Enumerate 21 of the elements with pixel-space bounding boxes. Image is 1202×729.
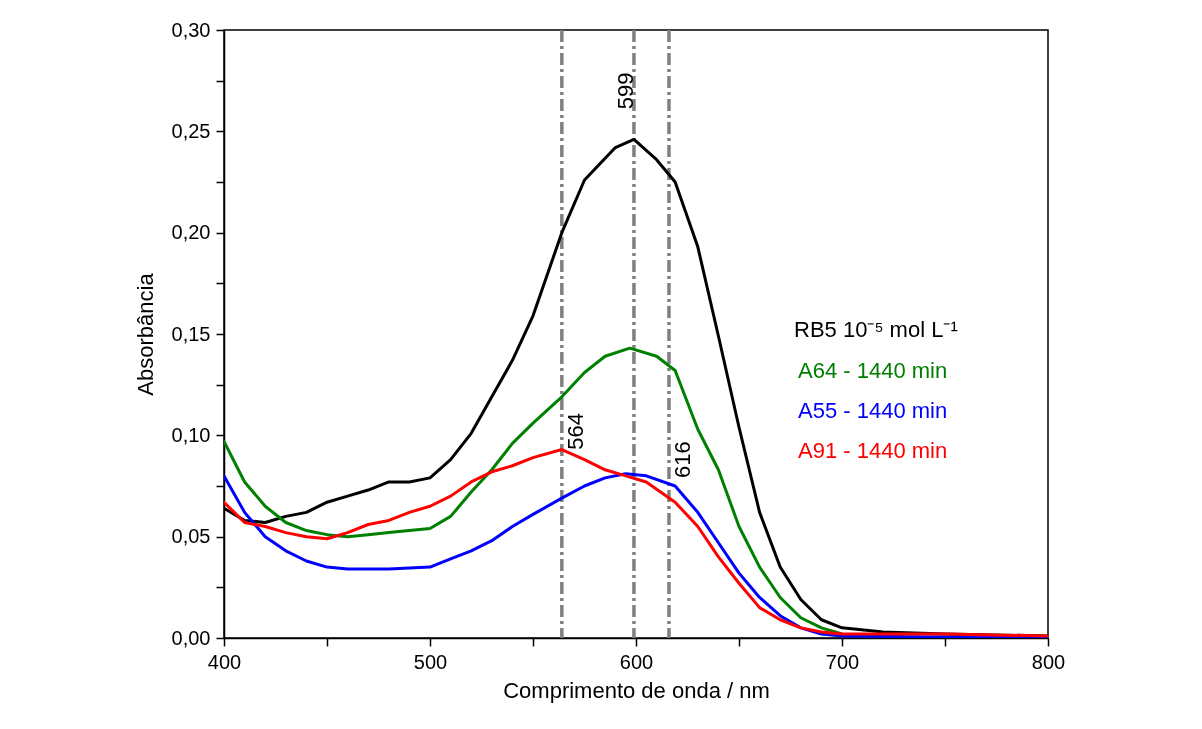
annotation: 616 bbox=[669, 441, 695, 479]
y-tick-label: 0,15 bbox=[171, 322, 211, 345]
x-tick-label: 700 bbox=[825, 650, 860, 673]
annotation: 564 bbox=[562, 412, 588, 450]
y-tick-label: 0,25 bbox=[171, 119, 211, 142]
legend-title: RB5 10⁻⁵ mol L⁻¹ bbox=[794, 317, 958, 342]
text: A55 - 1440 min bbox=[798, 398, 948, 423]
y-tick-label: 0,20 bbox=[171, 221, 211, 244]
x-tick-label: 800 bbox=[1031, 650, 1066, 673]
text: A91 - 1440 min bbox=[798, 438, 948, 463]
y-tick-label: 0,10 bbox=[171, 423, 211, 446]
y-tick-label: 0,05 bbox=[171, 525, 211, 548]
x-tick-label: 500 bbox=[413, 650, 448, 673]
y-tick-label: 0,00 bbox=[171, 626, 211, 649]
x-axis-title: Comprimento de onda / nm bbox=[503, 677, 770, 703]
annotation: 599 bbox=[612, 72, 638, 110]
y-tick-label: 0,30 bbox=[171, 18, 211, 41]
text: A64 - 1440 min bbox=[798, 358, 948, 383]
x-tick-label: 600 bbox=[619, 650, 654, 673]
y-axis-title: Absorbância bbox=[132, 272, 158, 396]
x-tick-label: 400 bbox=[207, 650, 242, 673]
